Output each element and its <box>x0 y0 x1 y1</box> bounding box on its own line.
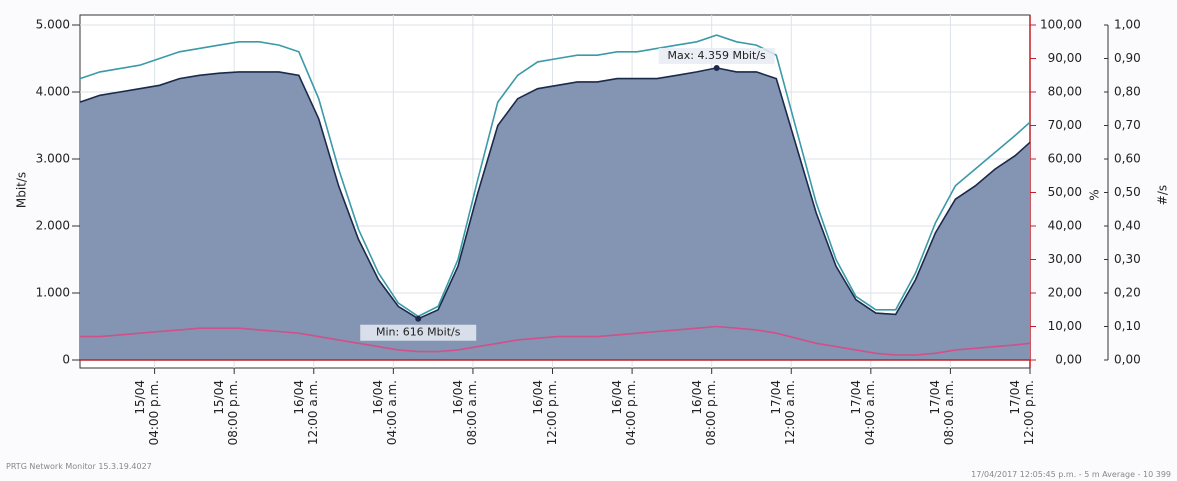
x-tick-label: 16/04 12:00 p.m. <box>530 380 559 446</box>
y3-tick-label: 0,90 <box>1114 51 1141 65</box>
x-tick-label: 15/04 04:00 p.m. <box>132 380 161 446</box>
annotation-box <box>658 47 775 64</box>
x-tick-label: 16/04 08:00 p.m. <box>689 380 718 446</box>
y2-tick-label: 0,00 <box>1055 353 1082 367</box>
x-tick-label: 17/04 08:00 a.m. <box>928 380 957 446</box>
y3-tick-label: 0,30 <box>1114 252 1141 266</box>
y2-tick-label: 10,00 <box>1048 319 1082 333</box>
y-tick-label: 1.000 <box>36 286 70 300</box>
x-tick-label: 16/04 04:00 p.m. <box>610 380 639 446</box>
y2-tick-label: 100,00 <box>1040 18 1082 32</box>
series-line <box>79 67 1031 320</box>
y3-tick-label: 0,10 <box>1114 319 1141 333</box>
x-tick-label: 16/04 08:00 a.m. <box>450 380 479 446</box>
series-area <box>80 67 1030 361</box>
y-tick-label: 0 <box>62 353 70 367</box>
y-tick-label: 2.000 <box>36 219 70 233</box>
series-line <box>79 34 1031 318</box>
y2-tick-label: 40,00 <box>1048 219 1082 233</box>
y2-tick-label: 30,00 <box>1048 252 1082 266</box>
y-tick-label: 4.000 <box>36 85 70 99</box>
y3-tick-label: 0,00 <box>1114 353 1141 367</box>
y3-axis-label: #/s <box>1156 185 1170 205</box>
y3-tick-label: 0,50 <box>1114 185 1141 199</box>
x-tick-label: 15/04 08:00 p.m. <box>212 380 241 446</box>
y-axis-label: Mbit/s <box>15 172 29 208</box>
y2-tick-label: 80,00 <box>1048 85 1082 99</box>
y2-tick-label: 60,00 <box>1048 152 1082 166</box>
annotation-box <box>360 324 477 341</box>
y3-tick-label: 0,60 <box>1114 152 1141 166</box>
x-tick-label: 16/04 04:00 a.m. <box>371 380 400 446</box>
extreme-marker <box>713 64 720 71</box>
y3-tick-label: 1,00 <box>1114 18 1141 32</box>
footer-left: PRTG Network Monitor 15.3.19.4027 <box>6 462 152 471</box>
y-tick-label: 5.000 <box>36 18 70 32</box>
x-tick-label: 17/04 04:00 a.m. <box>848 380 877 446</box>
series-line <box>80 325 1031 356</box>
x-tick-label: 17/04 12:00 a.m. <box>769 380 798 446</box>
y3-tick-label: 0,20 <box>1114 286 1141 300</box>
y-tick-label: 3.000 <box>36 152 70 166</box>
x-tick-label: 17/04 12:00 p.m. <box>1008 380 1036 446</box>
x-tick-label: 16/04 12:00 a.m. <box>291 380 320 446</box>
y3-tick-label: 0,70 <box>1114 118 1141 132</box>
y2-tick-label: 70,00 <box>1048 118 1082 132</box>
y3-tick-label: 0,40 <box>1114 219 1141 233</box>
y2-axis-label: % <box>1088 189 1102 200</box>
annotation: Max: 4.359 Mbit/s <box>668 49 766 62</box>
y2-tick-label: 90,00 <box>1048 51 1082 65</box>
y2-tick-label: 20,00 <box>1048 286 1082 300</box>
footer-right: 17/04/2017 12:05:45 p.m. - 5 m Average -… <box>971 470 1171 479</box>
annotation: Min: 616 Mbit/s <box>376 326 461 339</box>
y3-tick-label: 0,80 <box>1114 85 1141 99</box>
extreme-marker <box>415 315 422 322</box>
y2-tick-label: 50,00 <box>1048 185 1082 199</box>
